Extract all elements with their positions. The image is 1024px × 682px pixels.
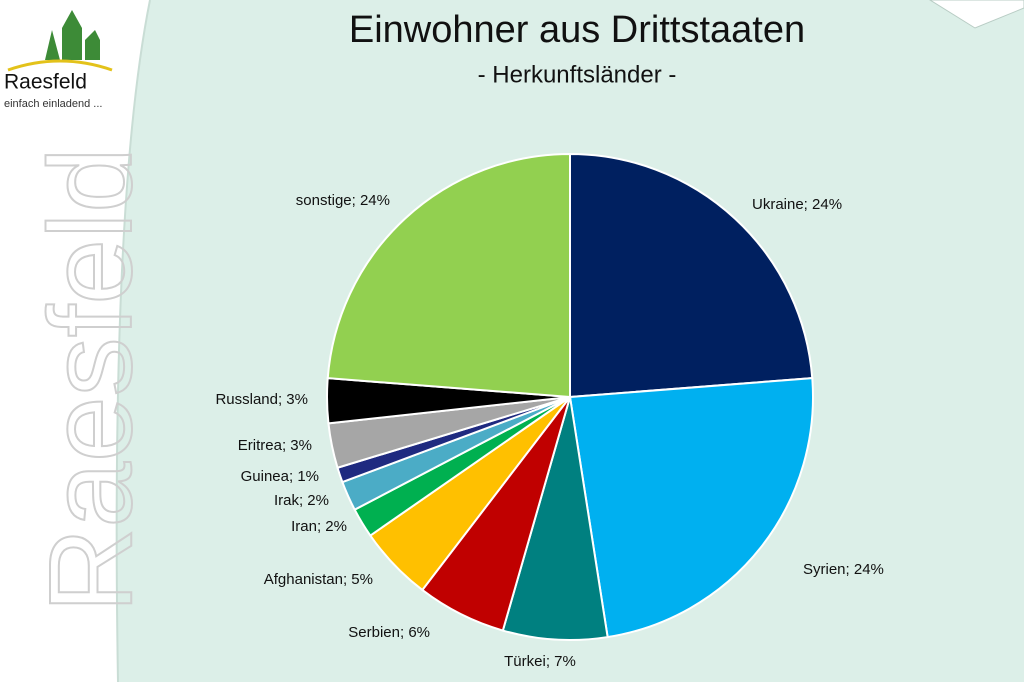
data-label: Serbien; 6% [348,624,430,641]
chart-subtitle: - Herkunftsländer - [478,61,677,88]
logo-slogan: einfach einladend ... [4,98,102,110]
pie-slice [569,152,814,399]
data-label: sonstige; 24% [296,192,390,209]
pie-slice [326,152,571,399]
data-label: Türkei; 7% [504,653,576,670]
data-label: Iran; 2% [291,518,347,535]
corner-fold [929,0,1024,29]
pie-slice [501,396,609,641]
data-label: Eritrea; 3% [238,437,312,454]
side-panel [0,0,150,682]
logo: Raesfeld einfach einladend ... [4,10,113,110]
data-label: Irak; 2% [274,492,329,509]
data-label: Guinea; 1% [241,468,319,485]
logo-swoosh [7,59,113,72]
logo-name: Raesfeld [4,71,87,94]
data-label: Syrien; 24% [803,561,884,578]
panel-edge [115,0,151,682]
pie [326,152,814,641]
logo-icon [45,10,100,60]
data-label: Ukraine; 24% [752,196,842,213]
data-label: Afghanistan; 5% [264,571,373,588]
chart-title: Einwohner aus Drittstaaten [349,9,805,51]
pie-slice [568,377,814,639]
watermark: Raesfeld [25,147,157,613]
data-label: Russland; 3% [215,391,308,408]
